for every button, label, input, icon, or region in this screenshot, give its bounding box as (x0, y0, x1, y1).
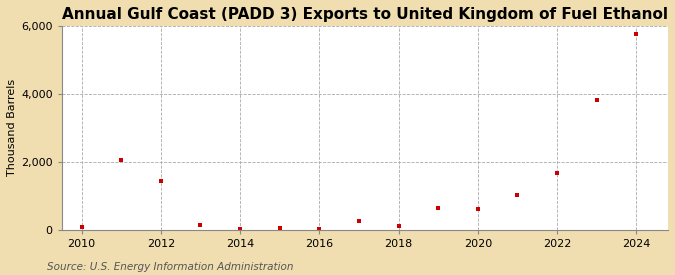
Text: Source: U.S. Energy Information Administration: Source: U.S. Energy Information Administ… (47, 262, 294, 272)
Y-axis label: Thousand Barrels: Thousand Barrels (7, 79, 17, 176)
Title: Annual Gulf Coast (PADD 3) Exports to United Kingdom of Fuel Ethanol: Annual Gulf Coast (PADD 3) Exports to Un… (62, 7, 668, 22)
